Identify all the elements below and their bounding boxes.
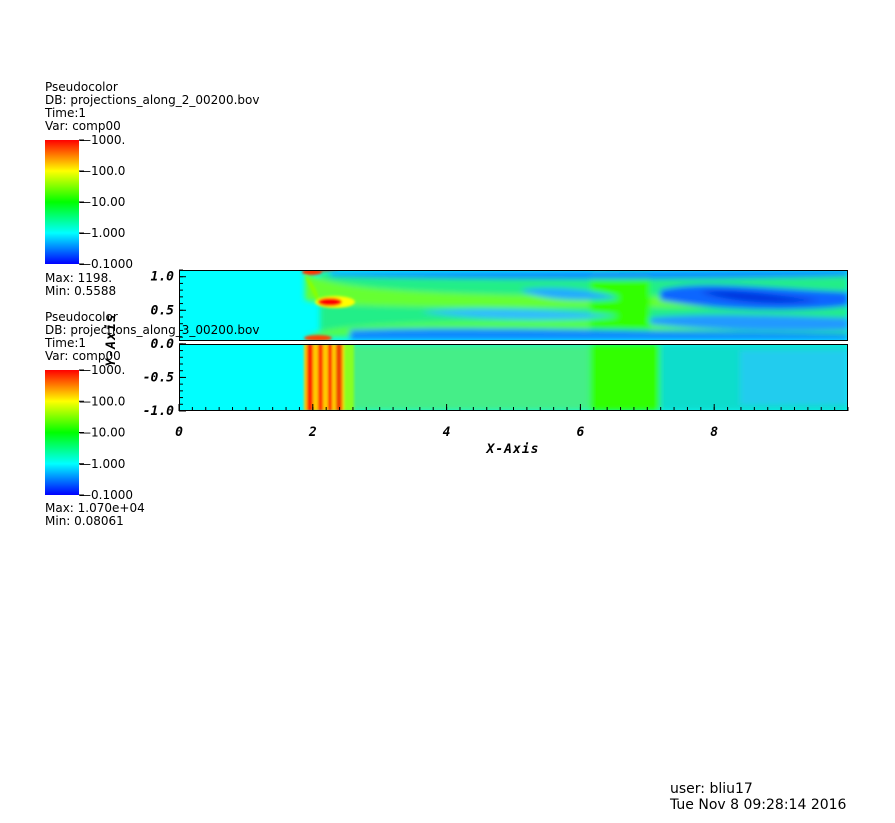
colorbar-top xyxy=(45,140,79,264)
x-tick-label: 4 xyxy=(443,425,451,440)
colorbar-bottom xyxy=(45,370,79,495)
render-date: Tue Nov 8 09:28:14 2016 xyxy=(670,797,847,813)
y-axis-label: Y-Axis xyxy=(104,314,119,367)
colorbar-tick-label: —1.000 xyxy=(79,226,125,240)
colorbar-tick-label: —1000. xyxy=(79,363,125,377)
colorbar-tick-label: —10.00 xyxy=(79,195,125,209)
y-tick-label: 1.0 xyxy=(151,270,175,285)
colorbar-tick-label: —0.1000 xyxy=(79,488,133,502)
legend-top-plot-type: Pseudocolor xyxy=(45,80,118,94)
x-tick-label: 8 xyxy=(710,425,718,440)
x-tick-label: 6 xyxy=(576,425,584,440)
colorbar-tick-label: —100.0 xyxy=(79,164,125,178)
colorbar-bottom-ticks: —1000. —100.0 —10.00 —1.000 —0.1000 xyxy=(79,363,133,502)
colorbar-tick-label: —1.000 xyxy=(79,457,125,471)
x-axis-label: X-Axis xyxy=(486,442,540,457)
x-axis-minor-ticks xyxy=(178,407,849,411)
legend-top-min: Min: 0.5588 xyxy=(45,284,117,298)
x-tick-label: 2 xyxy=(308,425,317,440)
legend-bottom-db: DB: projections_along_3_00200.bov xyxy=(45,323,260,337)
y-tick-label: 0.0 xyxy=(151,337,175,352)
colorbar-top-ticks: —1000. —100.0 —10.00 —1.000 —0.1000 xyxy=(79,133,133,271)
y-axis-ticks: 1.0 0.5 0.0 -0.5 -1.0 xyxy=(143,270,186,419)
y-tick-label: 0.5 xyxy=(151,303,175,318)
legend-top-db: DB: projections_along_2_00200.bov xyxy=(45,93,260,107)
user-name: user: bliu17 xyxy=(670,781,753,797)
y-tick-label: -1.0 xyxy=(143,404,174,419)
x-axis-ticks: 0 2 4 6 8 xyxy=(175,404,718,440)
colorbar-tick-label: —10.00 xyxy=(79,426,125,440)
heatmap-bottom xyxy=(179,344,848,411)
legend-top-var: Var: comp00 xyxy=(45,119,121,133)
user-info: user: bliu17 Tue Nov 8 09:28:14 2016 xyxy=(670,781,846,813)
legend-top-max: Max: 1198. xyxy=(45,271,113,285)
colorbar-tick-label: —0.1000 xyxy=(79,257,133,271)
legend-bottom-var: Var: comp00 xyxy=(45,349,121,363)
legend-bottom-time: Time:1 xyxy=(45,336,87,350)
legend-bottom-max: Max: 1.070e+04 xyxy=(45,501,145,515)
legend-bottom-min: Min: 0.08061 xyxy=(45,514,124,528)
x-tick-label: 0 xyxy=(175,425,183,440)
heatmap-top xyxy=(179,270,848,340)
legend-top-time: Time:1 xyxy=(45,106,87,120)
colorbar-tick-label: —1000. xyxy=(79,133,125,147)
colorbar-tick-label: —100.0 xyxy=(79,394,125,408)
legend-bottom-plot-type: Pseudocolor xyxy=(45,310,118,324)
y-tick-label: -0.5 xyxy=(143,370,174,385)
